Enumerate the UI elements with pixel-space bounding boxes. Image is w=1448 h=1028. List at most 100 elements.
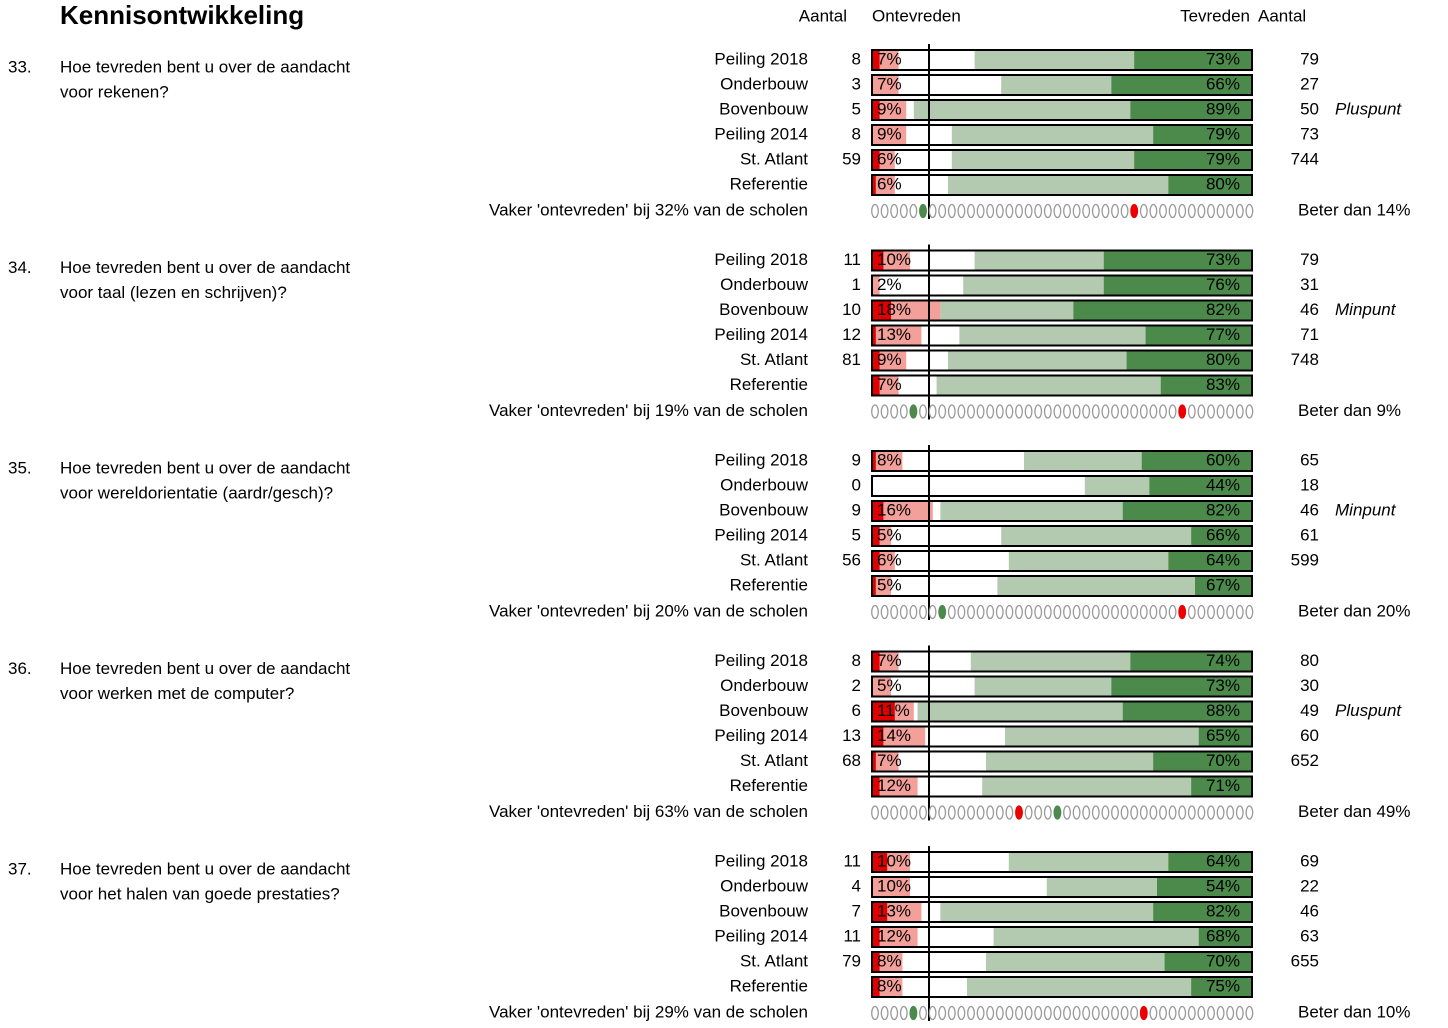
- dot: [1168, 404, 1177, 419]
- count: 49: [1300, 701, 1319, 720]
- red-dot: [1015, 805, 1023, 820]
- unsat-label: 9%: [877, 99, 902, 118]
- dot: [976, 805, 985, 820]
- row-label: Peiling 2018: [714, 851, 808, 870]
- count: 599: [1291, 550, 1319, 569]
- dot: [1053, 1005, 1062, 1021]
- note: Minpunt: [1335, 300, 1397, 319]
- bar-very-sat: [1103, 275, 1252, 296]
- dot: [1034, 604, 1043, 620]
- sat-label: 88%: [1206, 701, 1240, 720]
- green-dot: [909, 404, 918, 419]
- bar-very-sat: [1195, 576, 1252, 596]
- dot: [1111, 1005, 1119, 1021]
- row-label: Peiling 2018: [714, 250, 808, 269]
- bar-border: [871, 876, 1253, 898]
- question-text: voor taal (lezen en schrijven)?: [60, 283, 287, 302]
- header-count-left: Aantal: [799, 6, 847, 25]
- bar-very-unsat: [872, 651, 880, 672]
- count: 46: [1300, 901, 1319, 920]
- dot: [1187, 1005, 1196, 1021]
- dot: [899, 1005, 908, 1021]
- count: 652: [1291, 751, 1319, 770]
- bar-border: [871, 174, 1253, 196]
- bar-sat: [997, 576, 1252, 596]
- dot: [1149, 203, 1158, 219]
- dot: [1168, 805, 1177, 820]
- dot: [1005, 203, 1014, 219]
- bar-unsat: [872, 451, 903, 471]
- dot: [1245, 1005, 1254, 1021]
- sat-label: 77%: [1206, 325, 1240, 344]
- bar-very-unsat: [872, 451, 876, 471]
- row-label: Peiling 2014: [714, 525, 808, 544]
- bar-very-sat: [1149, 476, 1252, 496]
- dot: [1159, 1005, 1167, 1021]
- row-label: Peiling 2018: [714, 450, 808, 469]
- bar-very-sat: [1141, 451, 1252, 471]
- dot: [1245, 805, 1254, 820]
- dot: [909, 203, 918, 219]
- dot: [1197, 203, 1206, 219]
- dot: [938, 203, 947, 219]
- row-label: St. Atlant: [740, 951, 808, 970]
- count: 80: [1300, 651, 1319, 670]
- bar-border: [871, 700, 1253, 723]
- dot: [1197, 1005, 1206, 1021]
- header-count-right: Aantal: [1258, 6, 1306, 25]
- row-label: Peiling 2018: [714, 49, 808, 68]
- dot: [986, 1005, 995, 1021]
- dot: [890, 604, 899, 620]
- sat-label: 70%: [1206, 751, 1240, 770]
- dot: [1207, 203, 1215, 219]
- sat-label: 83%: [1206, 375, 1240, 394]
- dot: [947, 404, 956, 419]
- dot: [1178, 805, 1187, 820]
- sat-label: 74%: [1206, 651, 1240, 670]
- sat-label: 82%: [1206, 901, 1240, 920]
- dot: [995, 805, 1004, 820]
- unsat-label: 6%: [877, 550, 902, 569]
- dot: [1101, 604, 1110, 620]
- dot: [871, 1005, 879, 1021]
- dot: [1139, 805, 1148, 820]
- dot: [1101, 805, 1110, 820]
- bar-very-sat: [1153, 751, 1252, 772]
- dot: [871, 604, 879, 620]
- count-unsat: 79: [842, 951, 861, 970]
- dot: [1015, 1005, 1023, 1021]
- bar-border: [871, 500, 1253, 522]
- bar-border: [871, 525, 1253, 547]
- dot: [1216, 203, 1225, 219]
- dot: [1235, 805, 1244, 820]
- sat-label: 82%: [1206, 300, 1240, 319]
- dot: [1130, 1005, 1139, 1021]
- bar-border: [871, 951, 1253, 973]
- bar-very-unsat: [872, 375, 880, 396]
- dot: [947, 604, 956, 620]
- bar-unsat: [872, 751, 899, 772]
- bar-very-sat: [1145, 325, 1252, 346]
- row-label: Onderbouw: [720, 676, 809, 695]
- bar-very-sat: [1168, 551, 1252, 571]
- bar-very-sat: [1160, 375, 1252, 396]
- row-label: Peiling 2014: [714, 926, 808, 945]
- bar-border: [871, 976, 1253, 998]
- bar-very-unsat: [872, 852, 888, 872]
- bar-very-sat: [1103, 250, 1252, 271]
- dot: [890, 404, 899, 419]
- dot: [1091, 604, 1100, 620]
- count: 744: [1291, 149, 1319, 168]
- unsat-label: 13%: [877, 901, 911, 920]
- dot: [919, 1005, 927, 1021]
- bar-sat: [982, 776, 1252, 797]
- row-label: Referentie: [730, 375, 808, 394]
- bar-very-sat: [1134, 150, 1252, 170]
- dot: [919, 404, 927, 419]
- sat-label: 44%: [1206, 475, 1240, 494]
- sat-label: 68%: [1206, 926, 1240, 945]
- row-label: Referentie: [730, 976, 808, 995]
- bar-unsat: [872, 75, 899, 95]
- dot: [1082, 805, 1091, 820]
- dot: [1015, 404, 1023, 419]
